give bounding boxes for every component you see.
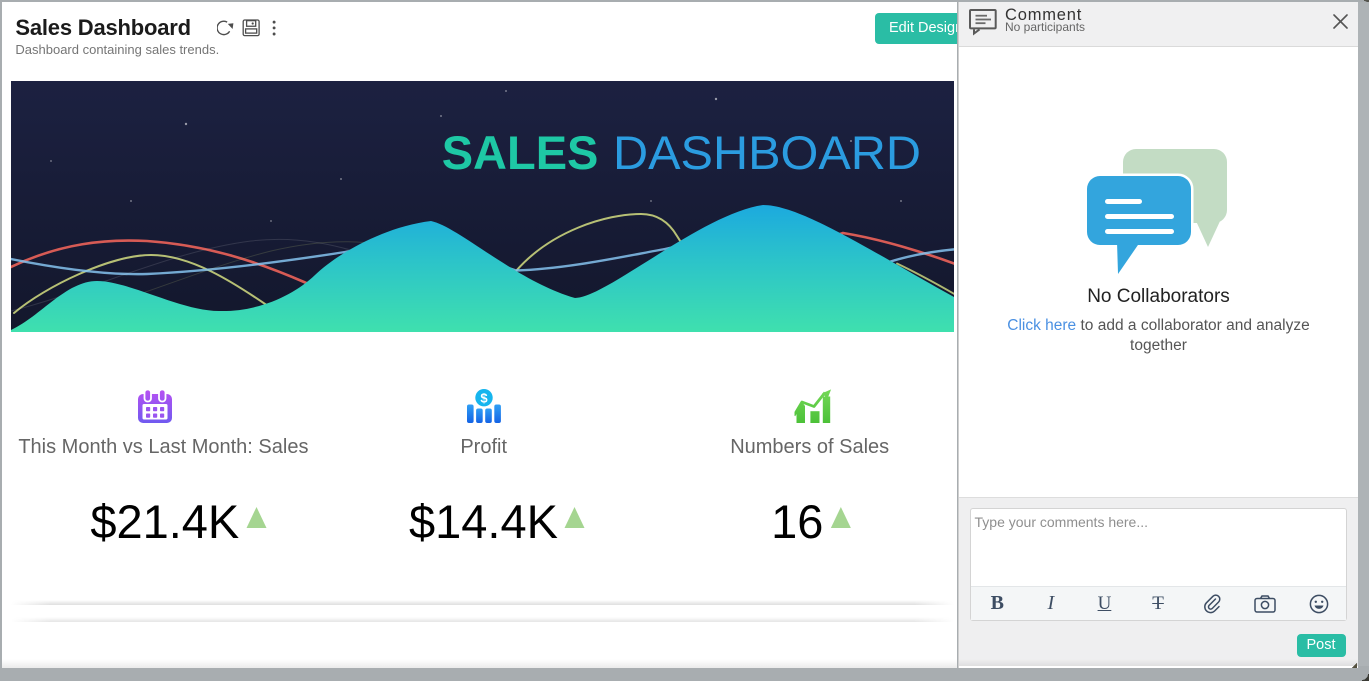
svg-text:$: $ xyxy=(480,390,488,405)
svg-text:SALES: SALES xyxy=(442,126,599,179)
svg-text:DASHBOARD: DASHBOARD xyxy=(613,126,921,179)
